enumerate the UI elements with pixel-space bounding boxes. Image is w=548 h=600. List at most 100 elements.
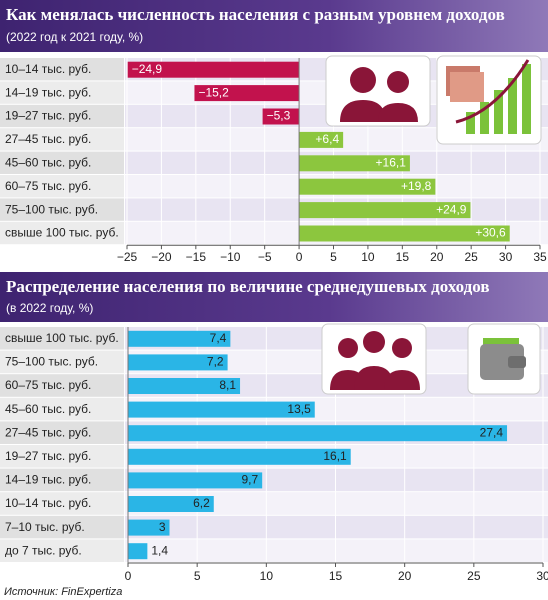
bar <box>299 202 471 219</box>
category-label: 19–27 тыс. руб. <box>5 109 91 123</box>
label-cell <box>0 221 124 245</box>
value-label: 7,4 <box>210 331 227 345</box>
label-cell <box>0 539 124 562</box>
bar <box>128 425 508 442</box>
chart-title: Распределение населения по величине сред… <box>6 277 490 296</box>
label-cell <box>0 104 124 128</box>
category-label: свыше 100 тыс. руб. <box>5 331 119 345</box>
bar <box>128 354 228 371</box>
bar <box>128 401 315 418</box>
label-cell <box>0 445 124 468</box>
label-cell <box>0 128 124 151</box>
category-label: 75–100 тыс. руб. <box>5 202 98 216</box>
x-tick-label: 35 <box>533 250 547 264</box>
growth-icon <box>446 59 531 134</box>
value-label: 1,4 <box>151 543 168 557</box>
label-cell <box>0 350 124 374</box>
header-band <box>0 0 548 52</box>
people-icon <box>330 331 420 390</box>
label-cell <box>0 492 124 515</box>
category-label: 45–60 тыс. руб. <box>5 155 91 169</box>
x-tick-label: 30 <box>536 569 548 583</box>
bar <box>128 378 241 394</box>
x-tick-label: 25 <box>464 250 478 264</box>
value-label: 9,7 <box>241 473 258 487</box>
icons <box>321 55 542 395</box>
category-label: 60–75 тыс. руб. <box>5 179 91 193</box>
chart-subtitle: (в 2022 году, %) <box>6 301 93 315</box>
x-tick-label: 15 <box>329 569 343 583</box>
label-cell <box>0 175 124 198</box>
label-cell <box>0 58 124 81</box>
category-label: 45–60 тыс. руб. <box>5 402 91 416</box>
label-cell <box>0 515 124 539</box>
category-label: 14–19 тыс. руб. <box>5 85 91 99</box>
x-tick-label: 10 <box>260 569 274 583</box>
row-band <box>125 492 548 515</box>
value-label: −24,9 <box>132 62 163 76</box>
value-label: −15,2 <box>198 85 229 99</box>
bar <box>128 519 170 536</box>
category-label: 60–75 тыс. руб. <box>5 378 91 392</box>
label-cell <box>0 374 124 397</box>
wallet-icon <box>480 338 526 380</box>
value-label: +16,1 <box>376 155 407 169</box>
category-label: 7–10 тыс. руб. <box>5 520 85 534</box>
category-label: 27–45 тыс. руб. <box>5 425 91 439</box>
row-band <box>125 539 548 562</box>
bar <box>299 178 436 195</box>
bar <box>127 61 300 78</box>
bar <box>128 472 263 489</box>
category-label: 10–14 тыс. руб. <box>5 496 91 510</box>
people-icon <box>340 67 418 122</box>
x-tick-label: 0 <box>125 569 132 583</box>
label-cell <box>0 198 124 221</box>
x-tick-label: 20 <box>398 569 412 583</box>
bar <box>299 131 344 148</box>
category-label: 75–100 тыс. руб. <box>5 355 98 369</box>
x-tick-label: 5 <box>194 569 201 583</box>
x-tick-label: 20 <box>430 250 444 264</box>
chart-subtitle: (2022 год к 2021 году, %) <box>6 30 143 44</box>
header-band <box>0 272 548 322</box>
x-tick-label: −20 <box>151 250 172 264</box>
value-label: +6,4 <box>315 132 339 146</box>
row-band <box>125 515 548 539</box>
value-label: 7,2 <box>207 355 224 369</box>
x-tick-label: 10 <box>361 250 375 264</box>
chart-title: Как менялась численность населения с раз… <box>6 5 505 24</box>
bar <box>128 448 351 465</box>
x-tick-label: −5 <box>258 250 272 264</box>
label-cell <box>0 81 124 104</box>
label-cell <box>0 397 124 421</box>
category-label: до 7 тыс. руб. <box>5 543 82 557</box>
label-cell <box>0 421 124 444</box>
source-note: Источник: FinExpertiza <box>4 586 122 598</box>
value-label: 13,5 <box>287 402 311 416</box>
value-label: 27,4 <box>480 425 504 439</box>
category-label: 14–19 тыс. руб. <box>5 473 91 487</box>
x-tick-label: 30 <box>499 250 513 264</box>
value-label: +24,9 <box>436 202 467 216</box>
bar <box>299 155 410 172</box>
label-cell <box>0 468 124 492</box>
category-label: 27–45 тыс. руб. <box>5 132 91 146</box>
bar <box>262 108 300 125</box>
x-tick-label: 25 <box>467 569 481 583</box>
bar <box>299 225 510 242</box>
bar <box>128 543 148 560</box>
value-label: 8,1 <box>219 378 236 392</box>
value-label: 16,1 <box>323 449 347 463</box>
x-tick-label: 15 <box>396 250 410 264</box>
value-label: −5,3 <box>267 109 291 123</box>
value-label: 6,2 <box>193 496 210 510</box>
x-tick-label: −25 <box>117 250 138 264</box>
value-label: +30,6 <box>475 226 506 240</box>
category-label: свыше 100 тыс. руб. <box>5 226 119 240</box>
label-cell <box>0 151 124 174</box>
x-tick-label: −15 <box>186 250 207 264</box>
bar <box>194 85 300 102</box>
bar <box>128 330 231 347</box>
